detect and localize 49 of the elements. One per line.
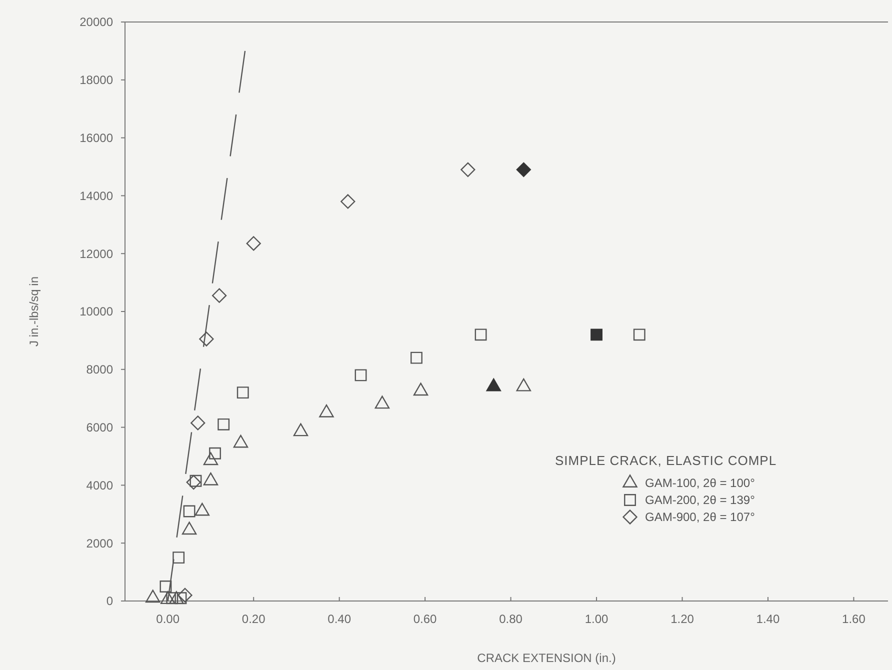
y-tick-label: 14000	[80, 188, 114, 203]
y-tick-label: 2000	[86, 536, 114, 550]
x-tick-label: 0.40	[328, 612, 352, 626]
y-axis-title: J in.-lbs/sq in	[27, 276, 41, 347]
y-tick-label: 10000	[80, 304, 114, 319]
point	[183, 505, 196, 518]
point	[166, 592, 178, 604]
x-axis-title: CRACK EXTENSION (in.)	[477, 651, 616, 665]
y-tick-label: 20000	[80, 15, 114, 30]
x-tick-label: 1.40	[756, 612, 780, 626]
y-tick-label: 4000	[86, 478, 114, 492]
point	[590, 328, 602, 341]
y-tick-label: 0	[106, 594, 114, 608]
x-tick-label: 0.60	[413, 612, 438, 626]
x-tick-label: 0.20	[242, 612, 266, 626]
point	[190, 474, 202, 487]
x-tick-label: 1.60	[842, 612, 866, 626]
x-tick-label: 0.00	[156, 612, 180, 626]
point	[354, 369, 367, 382]
y-tick-label: 12000	[80, 246, 114, 261]
point	[516, 162, 531, 177]
point	[209, 447, 221, 460]
point	[190, 416, 206, 430]
point	[172, 552, 185, 564]
point	[340, 194, 356, 209]
y-tick-label: 8000	[86, 362, 114, 377]
legend-title: SIMPLE CRACK, ELASTIC COMPL	[555, 453, 777, 468]
point	[199, 332, 214, 346]
point	[236, 386, 249, 399]
legend-label: GAM-100, 2θ = 100°	[645, 476, 756, 490]
legend-label: GAM-200, 2θ = 139°	[645, 493, 756, 508]
y-tick-label: 16000	[80, 131, 114, 145]
point	[174, 592, 187, 604]
point	[218, 418, 230, 430]
point	[186, 474, 201, 490]
point	[246, 236, 261, 251]
point	[474, 328, 487, 341]
legend-label: GAM-900, 2θ = 107°	[645, 510, 756, 524]
x-tick-label: 0.80	[499, 612, 523, 626]
point	[212, 288, 227, 303]
y-tick-label: 6000	[86, 420, 114, 434]
point	[410, 352, 422, 364]
y-tick-label: 18000	[80, 73, 114, 88]
point	[160, 580, 172, 592]
point	[633, 328, 646, 341]
point	[460, 162, 476, 177]
point	[178, 588, 192, 603]
x-tick-label: 1.20	[670, 612, 694, 626]
x-tick-label: 1.00	[584, 612, 609, 626]
